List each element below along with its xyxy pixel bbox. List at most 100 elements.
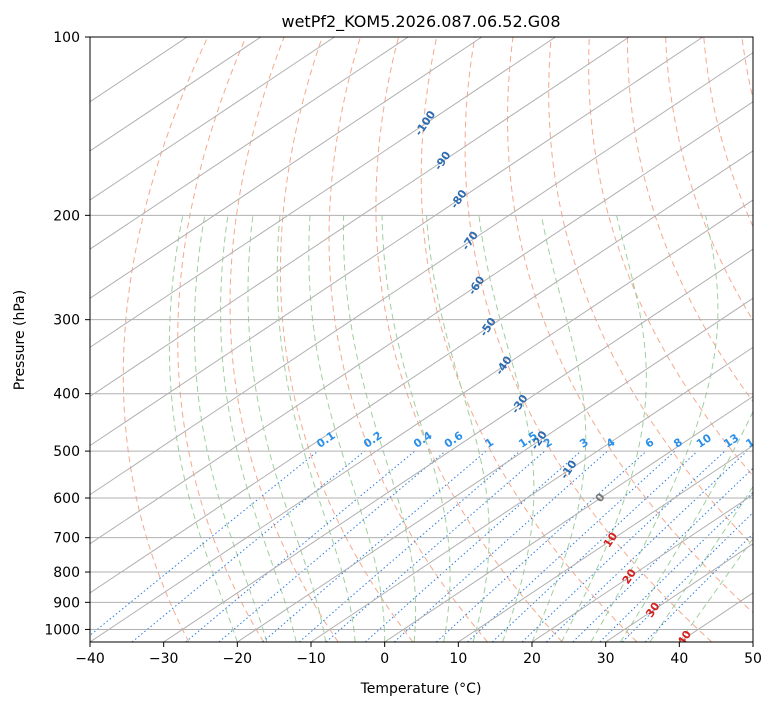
mixing-ratio-label: 0.1 <box>314 429 337 451</box>
mixing-ratio-line <box>325 450 546 642</box>
isotherm-label: -70 <box>459 229 481 253</box>
x-tick-label: 50 <box>744 651 762 667</box>
isotherm-line <box>90 101 753 545</box>
isotherm-label: 10 <box>601 530 621 550</box>
isotherm-line <box>90 37 704 447</box>
profile-line <box>766 37 775 359</box>
dry-adiabat-line <box>328 37 488 642</box>
mixing-ratio-label: 4 <box>604 435 618 450</box>
isotherm-line <box>90 150 753 594</box>
mixing-ratio-label: 0.6 <box>442 429 466 451</box>
mixing-ratio-label: 16 <box>743 431 763 451</box>
x-axis-label: Temperature (°C) <box>360 681 482 697</box>
isotherm-line <box>237 297 753 642</box>
x-tick-label: 40 <box>670 651 688 667</box>
y-tick-label: 200 <box>53 208 80 224</box>
moist-adiabat-line <box>561 215 647 642</box>
mixing-ratio-label: 13 <box>721 431 741 450</box>
dry-adiabat-line <box>665 37 753 322</box>
mixing-ratio-label: 20 <box>768 431 775 451</box>
mixing-ratio-label: 1 <box>483 436 497 451</box>
isotherm-line <box>90 37 409 250</box>
dry-adiabat-line <box>122 37 209 642</box>
y-tick-label: 500 <box>53 444 80 460</box>
y-tick-label: 400 <box>53 387 80 403</box>
x-tick-label: −30 <box>149 651 179 667</box>
x-tick-label: 0 <box>380 651 389 667</box>
isotherm-line <box>310 346 753 642</box>
moist-adiabat-line <box>649 485 753 642</box>
x-tick-label: 10 <box>449 651 467 667</box>
mixing-ratio-line <box>622 511 753 642</box>
mixing-ratio-label: 6 <box>643 435 657 450</box>
isotherm-line <box>90 199 753 642</box>
mixing-ratio-line <box>298 450 521 642</box>
mixing-ratio-line <box>644 533 753 642</box>
y-tick-label: 900 <box>53 595 80 611</box>
moist-adiabat-line <box>478 215 535 642</box>
isotherm-line <box>531 494 753 642</box>
moist-adiabat-line <box>276 215 356 642</box>
mixing-ratio-line <box>262 450 487 642</box>
isotherm-label: 0 <box>593 491 608 505</box>
moist-adiabat-line <box>381 215 451 642</box>
mixing-ratio-line <box>491 450 698 642</box>
x-tick-label: −20 <box>223 651 253 667</box>
dry-adiabat-line <box>279 37 414 642</box>
plot-frame <box>89 36 754 643</box>
isotherm-line <box>90 37 188 103</box>
isotherm-label: -80 <box>448 187 470 211</box>
y-tick-label: 800 <box>53 565 80 581</box>
x-tick-label: −10 <box>296 651 326 667</box>
moist-adiabat-line <box>342 215 417 642</box>
mixing-ratio-line <box>364 450 582 642</box>
mixing-ratio-line <box>521 450 726 642</box>
isotherm-label: 40 <box>675 628 695 648</box>
x-tick-label: 30 <box>597 651 615 667</box>
moist-adiabat-line <box>426 215 490 642</box>
isotherm-line <box>90 52 753 496</box>
chart-title: wetPf2_KOM5.2026.087.06.52.G08 <box>281 12 560 32</box>
isotherm-label: 20 <box>620 566 640 586</box>
y-tick-label: 700 <box>53 531 80 547</box>
mixing-ratio-line <box>572 467 753 642</box>
isotherm-line <box>90 37 483 299</box>
dry-adiabat-line <box>507 37 753 614</box>
dry-adiabat-line <box>375 37 563 642</box>
moist-adiabat-line <box>531 215 587 642</box>
mixing-ratio-line <box>436 450 647 642</box>
moist-adiabat-line <box>678 537 753 642</box>
mixing-ratio-label: 0.2 <box>361 429 384 451</box>
isotherm-label: -50 <box>477 315 499 339</box>
x-tick-label: −40 <box>75 651 105 667</box>
mixing-ratio-line <box>131 450 366 642</box>
moist-adiabat-line <box>220 215 297 642</box>
x-tick-label: 20 <box>523 651 541 667</box>
isotherm-line <box>384 395 753 642</box>
mixing-ratio-label: 0.4 <box>411 429 435 451</box>
isotherm-line <box>90 37 630 398</box>
isotherm-label: -90 <box>432 149 454 173</box>
dry-adiabat-line <box>420 37 638 642</box>
isotherm-line <box>752 641 753 642</box>
mixing-ratio-line <box>467 450 676 642</box>
moist-adiabat-line <box>168 215 238 642</box>
isotherm-line <box>163 248 753 642</box>
mixing-ratio-line <box>90 450 319 636</box>
moist-adiabat-line <box>193 215 268 642</box>
mixing-ratio-label: 3 <box>577 436 591 451</box>
isotherm-line <box>679 592 753 642</box>
mixing-ratio-line <box>393 450 608 642</box>
isotherm-line <box>90 37 262 152</box>
mixing-ratio-line <box>545 450 748 642</box>
y-tick-label: 600 <box>53 491 80 507</box>
isotherm-line <box>458 444 753 642</box>
dry-adiabat-line <box>548 37 753 547</box>
mixing-ratio-line <box>599 491 753 642</box>
isotherm-label: -100 <box>412 108 438 138</box>
y-tick-label: 100 <box>53 30 80 46</box>
y-tick-label: 300 <box>53 313 80 329</box>
isotherm-line <box>90 37 556 348</box>
